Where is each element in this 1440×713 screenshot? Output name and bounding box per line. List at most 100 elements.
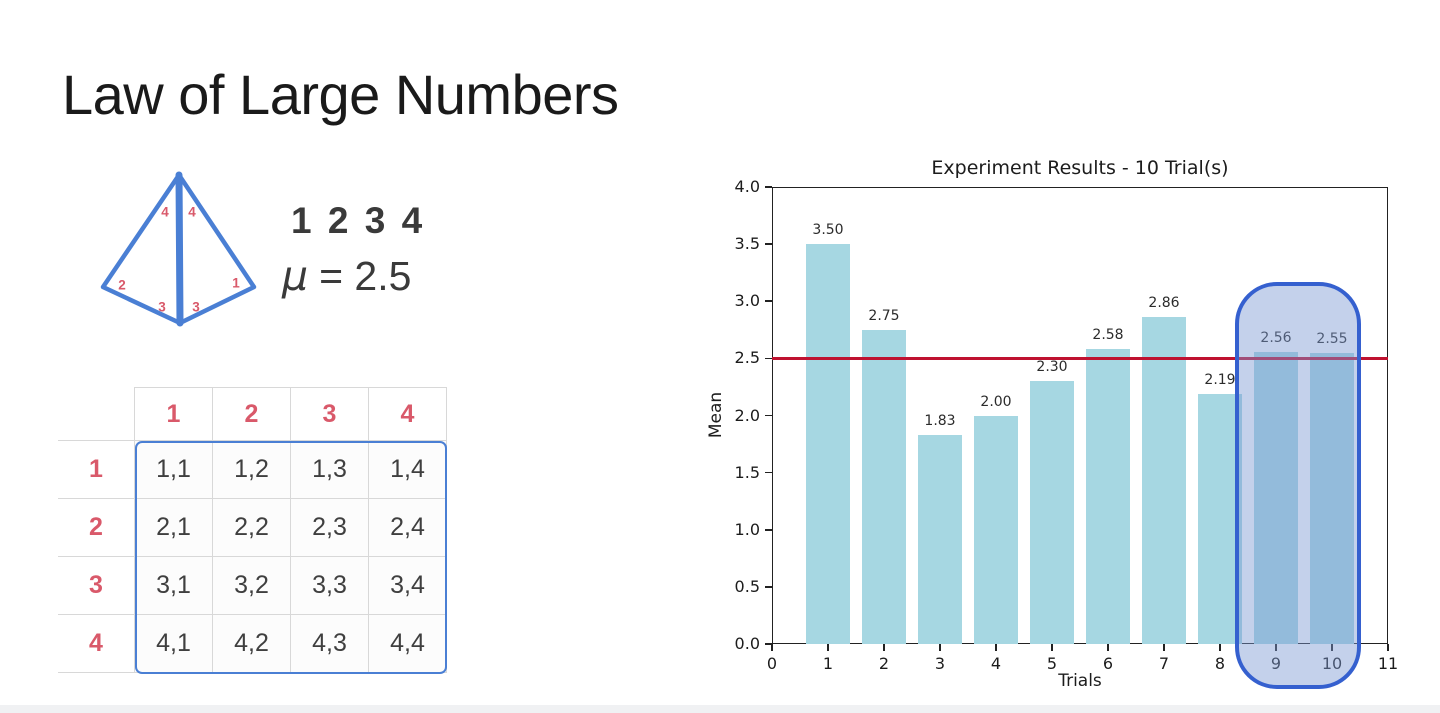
x-tick-mark [1219, 644, 1221, 651]
x-tick-mark [939, 644, 941, 651]
x-tick-label: 1 [822, 654, 834, 673]
x-tick-label: 6 [1102, 654, 1114, 673]
bar-trial-3 [917, 434, 963, 644]
reference-line [772, 357, 1388, 360]
die-outcomes-text: 1 2 3 4 [291, 200, 426, 241]
table-cell: 4,3 [291, 615, 369, 673]
table-cell: 4,2 [213, 615, 291, 673]
die-face-label: 3 [158, 300, 166, 315]
mean-value: = 2.5 [319, 253, 412, 299]
bar-trial-6 [1085, 349, 1131, 644]
table-cell: 3,4 [369, 557, 447, 615]
y-tick-mark [765, 643, 772, 645]
die-center-edge [175, 171, 184, 327]
tetrahedron-die-diagram: 4 4 2 1 3 3 [100, 171, 257, 327]
bar-trial-10 [1309, 352, 1355, 644]
y-tick-label: 0.0 [734, 634, 760, 653]
bar-trial-5 [1029, 381, 1075, 644]
x-tick-label: 5 [1046, 654, 1058, 673]
row-header: 3 [58, 557, 135, 615]
die-face-label: 2 [118, 278, 126, 293]
table-cell: 3,1 [135, 557, 213, 615]
y-tick-label: 1.5 [734, 462, 760, 482]
table-cell: 2,3 [291, 499, 369, 557]
highlight-box [1235, 281, 1361, 689]
x-tick-label: 3 [934, 654, 946, 673]
x-tick-mark [827, 644, 829, 651]
bar-value-label: 2.56 [1260, 329, 1292, 346]
die-face-label: 4 [188, 205, 196, 220]
x-tick-label: 4 [990, 654, 1002, 673]
mean-formula: μ = 2.5 [282, 252, 411, 300]
y-tick-mark [765, 471, 772, 474]
x-tick-label: 11 [1377, 654, 1399, 673]
y-tick-mark [765, 528, 772, 531]
y-tick-label: 2.0 [734, 405, 760, 425]
y-tick-mark [765, 300, 772, 303]
x-tick-label: 8 [1214, 654, 1226, 673]
y-tick-mark [765, 586, 772, 588]
bar-value-label: 2.19 [1204, 371, 1236, 388]
bar-value-label: 2.58 [1092, 327, 1124, 344]
table-cell: 1,4 [369, 441, 447, 499]
y-tick-label: 3.0 [734, 291, 760, 311]
y-tick-mark [765, 243, 772, 245]
row-header: 1 [58, 441, 135, 499]
x-tick-mark [995, 644, 997, 651]
x-tick-mark [771, 644, 773, 651]
bar-trial-9 [1253, 351, 1299, 644]
x-axis-label: Trials [1058, 671, 1102, 691]
x-tick-label: 7 [1158, 654, 1170, 673]
table-cell: 1,3 [291, 441, 369, 499]
y-tick-label: 4.0 [734, 177, 760, 196]
y-tick-mark [765, 414, 772, 417]
bar-value-label: 1.83 [924, 412, 956, 429]
chart-title: Experiment Results - 10 Trial(s) [931, 157, 1229, 179]
table-cell: 4,1 [135, 615, 213, 673]
y-tick-label: 0.5 [734, 576, 760, 596]
table-cell: 3,2 [213, 557, 291, 615]
bar-trial-7 [1141, 317, 1187, 644]
table-cell: 2,4 [369, 499, 447, 557]
outcome-table: 1 2 3 4 1 1,1 1,2 1,3 1,4 2 2,1 2,2 2,3 … [58, 387, 447, 673]
bottom-strip [0, 705, 1440, 713]
table-cell: 2,2 [213, 499, 291, 557]
bar-trial-8 [1197, 393, 1243, 644]
x-tick-mark [1107, 644, 1109, 651]
row-header: 2 [58, 499, 135, 557]
table-cell: 3,3 [291, 557, 369, 615]
bar-trial-4 [973, 415, 1019, 644]
table-corner-cell [58, 387, 135, 441]
die-face-label: 3 [192, 300, 200, 315]
col-header: 3 [291, 387, 369, 441]
x-tick-mark [1163, 644, 1165, 651]
table-cell: 2,1 [135, 499, 213, 557]
bar-value-label: 2.86 [1148, 295, 1180, 312]
col-header: 4 [369, 387, 447, 441]
bar-value-label: 2.55 [1316, 330, 1348, 347]
bar-value-label: 2.75 [868, 307, 900, 324]
table-cell: 1,2 [213, 441, 291, 499]
bar-trial-2 [861, 329, 907, 644]
y-tick-label: 1.0 [734, 519, 760, 539]
bar-value-label: 2.00 [980, 393, 1012, 410]
die-face-label: 4 [161, 205, 169, 220]
x-tick-mark [1051, 644, 1053, 651]
y-tick-mark [765, 357, 772, 360]
row-header: 4 [58, 615, 135, 673]
col-header: 1 [135, 387, 213, 441]
die-face-label: 1 [232, 276, 240, 291]
x-tick-mark [883, 644, 885, 651]
y-tick-mark [765, 186, 772, 188]
x-tick-mark [1387, 644, 1389, 651]
mu-symbol: μ [282, 252, 309, 300]
x-tick-label: 0 [766, 654, 778, 673]
page-title: Law of Large Numbers [62, 63, 619, 126]
bar-value-label: 2.30 [1036, 359, 1068, 376]
bar-trial-1 [805, 244, 851, 644]
bar-value-label: 3.50 [812, 222, 844, 239]
col-header: 2 [213, 387, 291, 441]
table-cell: 1,1 [135, 441, 213, 499]
y-tick-label: 2.5 [734, 348, 760, 368]
sample-space-highlight-border [135, 441, 447, 674]
